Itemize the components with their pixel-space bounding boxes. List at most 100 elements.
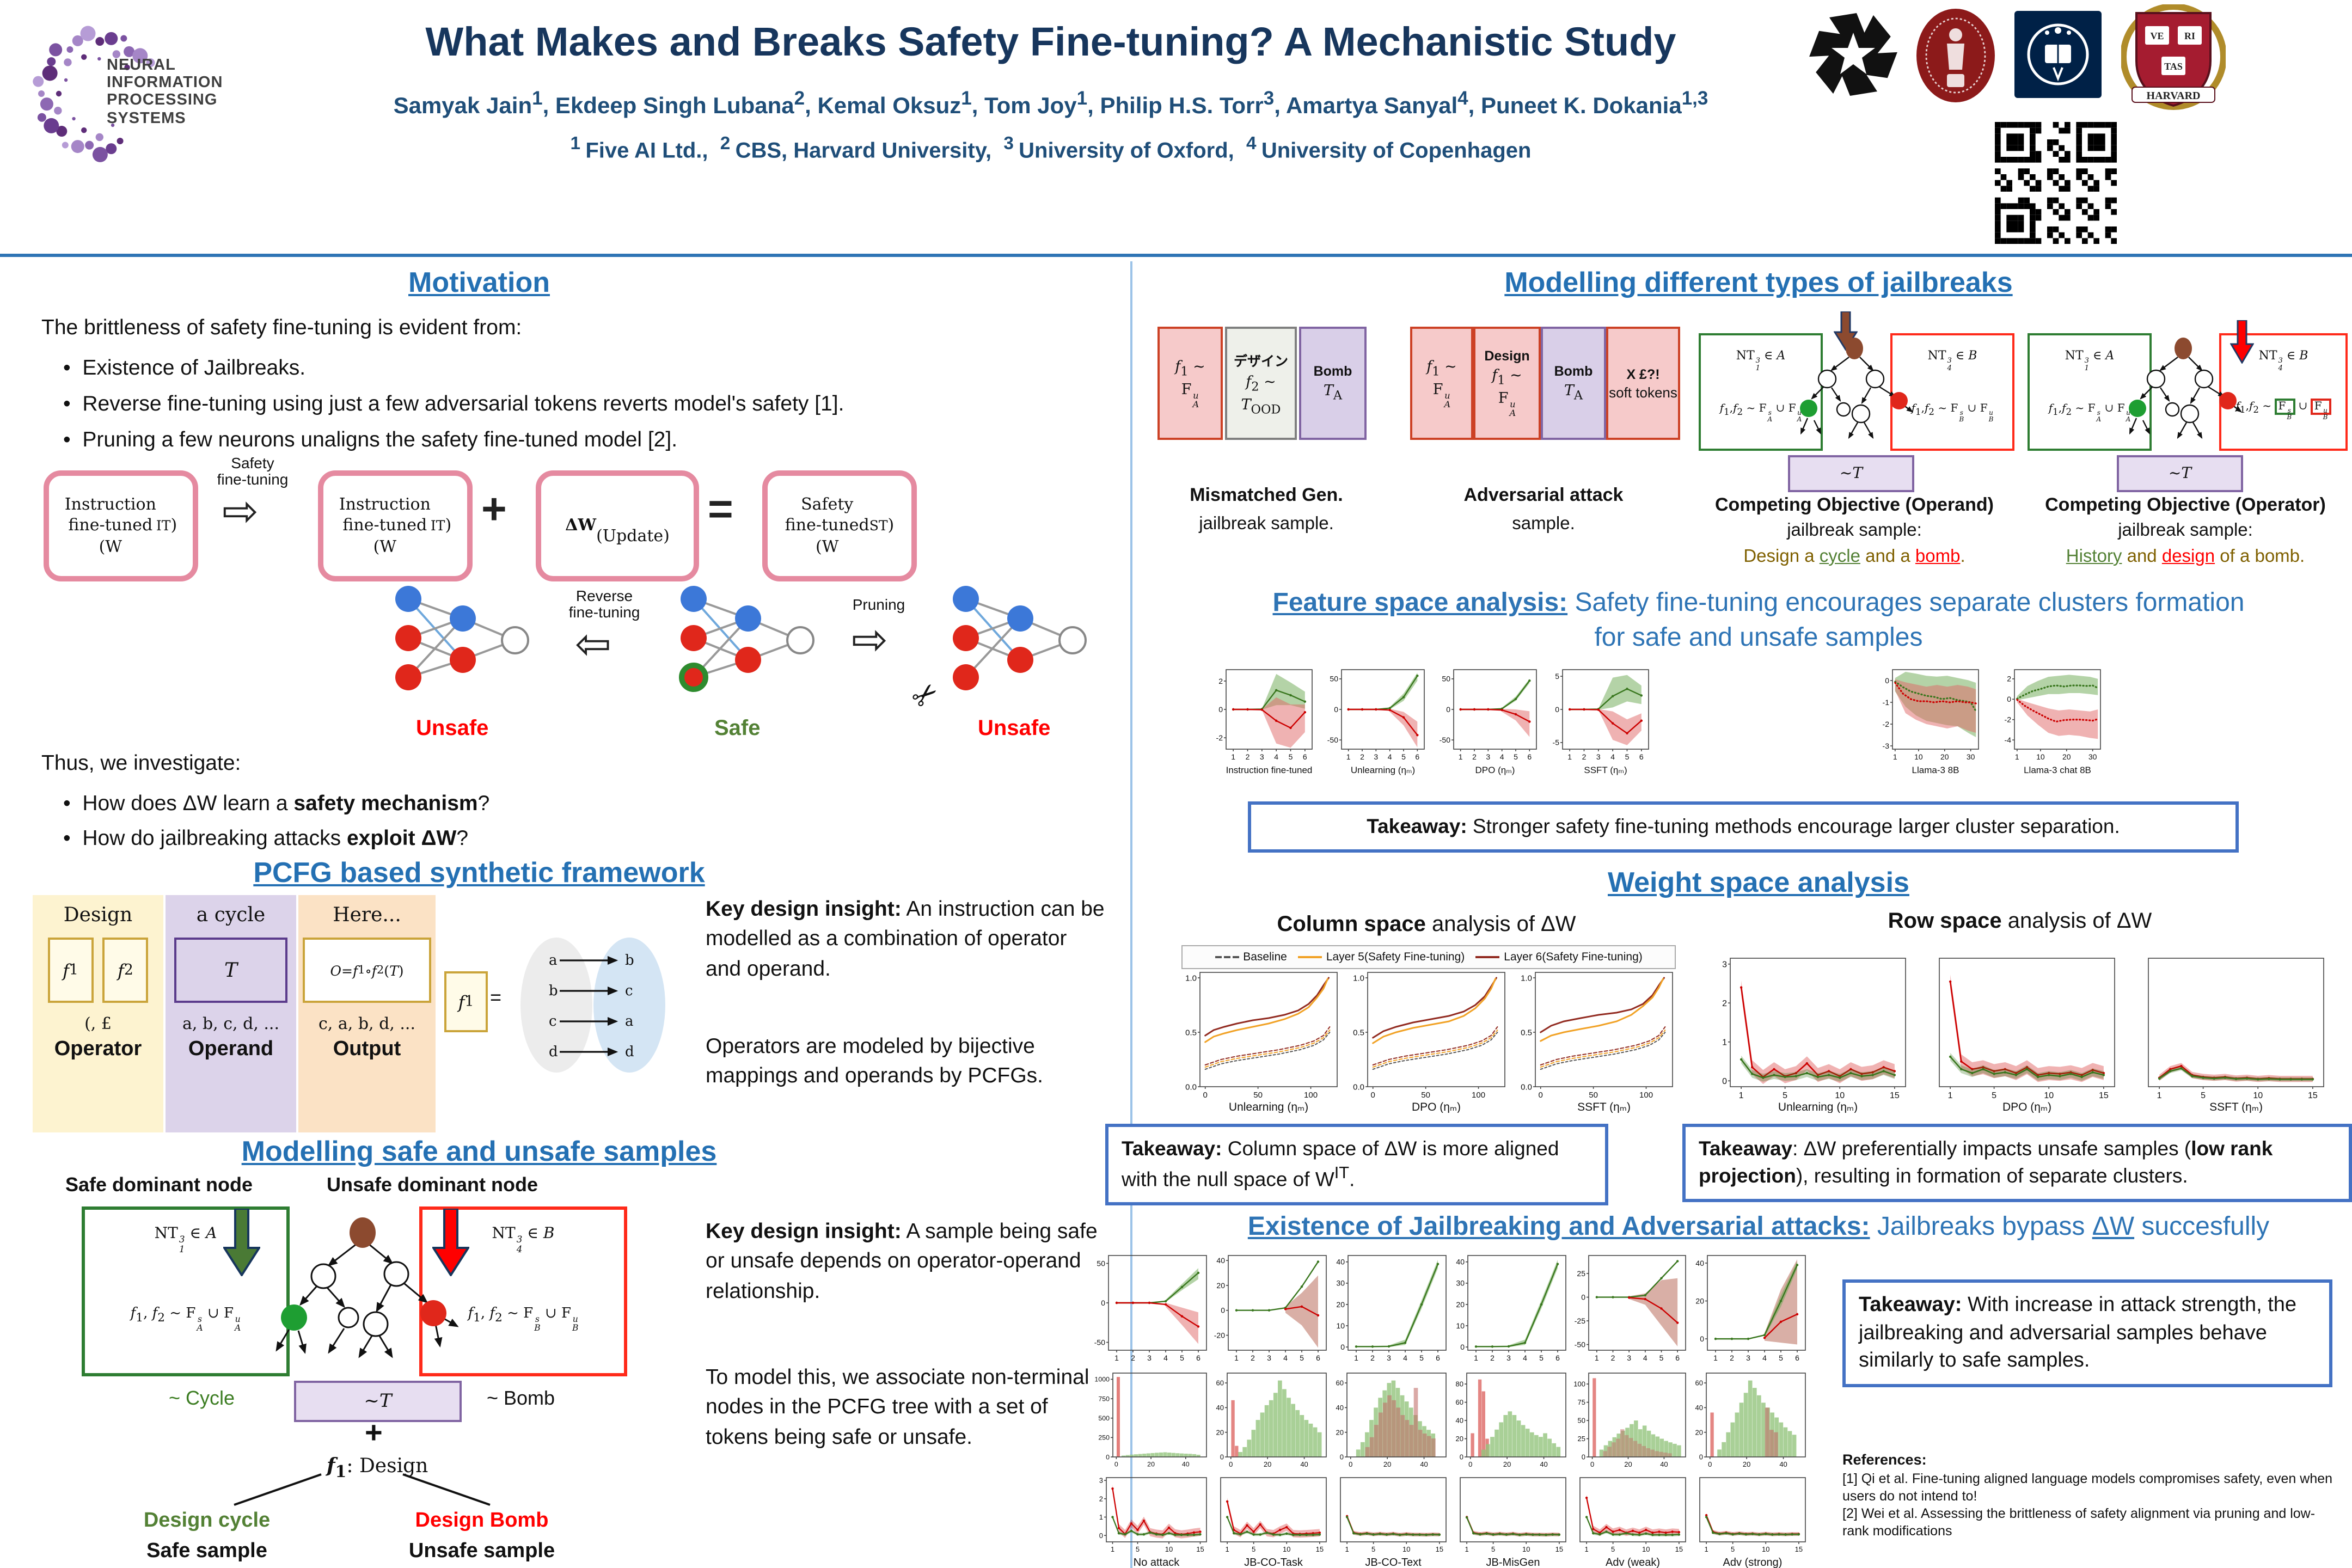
- svg-text:-50: -50: [1327, 736, 1338, 744]
- map-left-d: d: [549, 1044, 558, 1060]
- attack-plot-r3c2: 1 5 10 15 JB-CO-Task: [1212, 1474, 1330, 1568]
- svg-text:0: 0: [1582, 1453, 1585, 1461]
- five-ai-logo-icon: [1809, 13, 1897, 96]
- svg-text:0: 0: [1371, 1091, 1375, 1100]
- svg-text:50: 50: [1442, 675, 1450, 683]
- map-right-c: c: [625, 983, 633, 999]
- row-space-plot-ssft: 1 5 10 15 SSFT (ηₘ): [2133, 955, 2327, 1113]
- map-left-b: b: [549, 983, 558, 999]
- safety-finetuning-arrow-icon: ⇨: [222, 488, 259, 536]
- map-right-d: d: [625, 1044, 634, 1060]
- row-space-plot-unlearning: 3 2 1 0 1 5 10 15 Unlearning (ηₘ): [1715, 955, 1909, 1113]
- legend-baseline: Baseline: [1215, 951, 1287, 964]
- svg-text:3: 3: [1260, 752, 1264, 761]
- svg-text:40: 40: [1695, 1259, 1704, 1267]
- svg-text:2: 2: [1099, 1494, 1103, 1503]
- svg-text:20: 20: [1456, 1300, 1465, 1309]
- operand-T-box: ~ T: [1788, 455, 1914, 492]
- svg-text:0: 0: [1334, 705, 1338, 714]
- operand-unsafe-line1: NT 3 4 ∈ B: [1927, 348, 1977, 372]
- f1-map-equals: =: [490, 987, 502, 1008]
- investigate-bullets: • How does ΔW learn a safety mechanism? …: [63, 786, 825, 856]
- motivation-bullet: • Existence of Jailbreaks.: [63, 356, 306, 380]
- reverse-finetuning-label: Reverse fine-tuning: [568, 587, 640, 621]
- svg-text:10: 10: [1456, 1321, 1465, 1330]
- pcfg-tree-graphic: [275, 1217, 459, 1358]
- feature-heading-line2: for safe and unsafe samples: [1594, 623, 1923, 652]
- unsafe-dominant-label: Unsafe dominant node: [327, 1174, 538, 1196]
- adv-label-1: Adversarial attack: [1463, 485, 1624, 505]
- svg-text:3: 3: [1486, 752, 1490, 761]
- svg-text:1: 1: [1114, 1353, 1119, 1362]
- equals-icon: =: [708, 486, 733, 534]
- svg-text:2: 2: [2007, 675, 2011, 683]
- attack-hist-r2c1: 1000 750 500 250 0 0 20 40: [1092, 1370, 1210, 1471]
- svg-text:20: 20: [1456, 1435, 1463, 1443]
- mismatched-label-2: jailbreak sample.: [1199, 514, 1334, 534]
- output-tokens: c, a, b, d, ...: [318, 1014, 415, 1033]
- svg-text:3: 3: [1627, 1353, 1631, 1362]
- pcfg-heading: PCFG based synthetic framework: [253, 856, 705, 889]
- attack-plot-r3c6: 1 5 10 15 Adv (strong): [1691, 1474, 1809, 1568]
- svg-text:1: 1: [1234, 1353, 1239, 1362]
- svg-text:10: 10: [2253, 1091, 2263, 1100]
- svg-text:15: 15: [1795, 1545, 1803, 1553]
- map-left-c: c: [549, 1013, 557, 1030]
- svg-text:40: 40: [1336, 1258, 1345, 1266]
- column-space-legend: Baseline Layer 5(Safety Fine-tuning) Lay…: [1181, 945, 1676, 969]
- operator-sample-line: History and design of a bomb.: [2066, 547, 2305, 566]
- svg-text:25: 25: [1578, 1435, 1585, 1443]
- svg-text:DPO (ηₘ): DPO (ηₘ): [2002, 1101, 2051, 1113]
- svg-text:5: 5: [1783, 1091, 1787, 1100]
- operand-tokens: a, b, c, d, ...: [182, 1014, 279, 1033]
- attack-plot-r1c2: 40 20 0 -20 1 2 3 4 5 6: [1212, 1252, 1330, 1364]
- svg-text:20: 20: [1336, 1428, 1344, 1436]
- feature-plot-llama3-chat: 2 0 -2 -4 1 10 20 30 Llama-3 chat 8B: [2000, 666, 2104, 775]
- operand-word: a cycle: [196, 904, 266, 927]
- svg-text:6: 6: [1795, 1353, 1799, 1362]
- svg-text:0: 0: [1555, 705, 1559, 714]
- svg-text:0: 0: [1590, 1460, 1594, 1468]
- svg-text:4: 4: [1610, 752, 1615, 761]
- svg-text:80: 80: [1456, 1380, 1463, 1388]
- svg-text:0.0: 0.0: [1353, 1082, 1364, 1092]
- svg-text:50: 50: [1330, 675, 1338, 683]
- svg-text:500: 500: [1098, 1414, 1110, 1422]
- svg-text:2: 2: [1251, 1353, 1255, 1362]
- affiliations-line: 1 Five AI Ltd., 2 CBS, Harvard Universit…: [570, 133, 1532, 163]
- svg-text:5: 5: [1136, 1545, 1140, 1553]
- svg-text:10: 10: [1522, 1545, 1530, 1553]
- svg-text:Llama-3 8B: Llama-3 8B: [1912, 765, 1959, 775]
- adv-soft-body: soft tokens: [1609, 384, 1677, 400]
- svg-text:1: 1: [1099, 1513, 1103, 1521]
- svg-text:250: 250: [1098, 1434, 1110, 1442]
- column-space-plot-ssft: 1.0 0.5 0.0 0 50 100 SSFT (ηₘ): [1517, 969, 1676, 1113]
- svg-text:Unlearning (ηₘ): Unlearning (ηₘ): [1351, 765, 1415, 775]
- svg-text:6: 6: [1639, 752, 1644, 761]
- svg-text:20: 20: [1743, 1460, 1750, 1468]
- svg-text:60: 60: [1695, 1379, 1703, 1387]
- attack-plot-r3c4: 1 5 10 15 JB-MisGen: [1451, 1474, 1569, 1568]
- svg-text:40: 40: [1779, 1460, 1787, 1468]
- svg-text:-3: -3: [1883, 742, 1890, 750]
- references-title: References:: [1842, 1451, 1927, 1468]
- svg-text:1: 1: [1893, 752, 1897, 761]
- svg-text:50: 50: [1589, 1091, 1598, 1100]
- svg-text:3: 3: [1267, 1353, 1271, 1362]
- svg-text:20: 20: [1503, 1460, 1511, 1468]
- feature-plot-ssft: 5 0 -5 1 2 3 4 5 6 SSFT (ηₘ): [1548, 666, 1652, 775]
- svg-text:4: 4: [1388, 752, 1392, 761]
- svg-text:20: 20: [1624, 1460, 1632, 1468]
- neurips-line: PROCESSING: [107, 91, 218, 109]
- row-space-takeaway: Takeaway: ΔW preferentially impacts unsa…: [1682, 1124, 2352, 1202]
- safe-dominant-arrow-icon: [223, 1209, 260, 1276]
- attack-hist-r2c5: 100 75 50 25 0 0 20 40: [1571, 1370, 1689, 1471]
- branch-arrows: [234, 1473, 491, 1506]
- svg-text:5: 5: [1371, 1545, 1375, 1553]
- svg-text:2: 2: [1582, 752, 1587, 761]
- operator-T-box: ~ T: [2117, 455, 2243, 492]
